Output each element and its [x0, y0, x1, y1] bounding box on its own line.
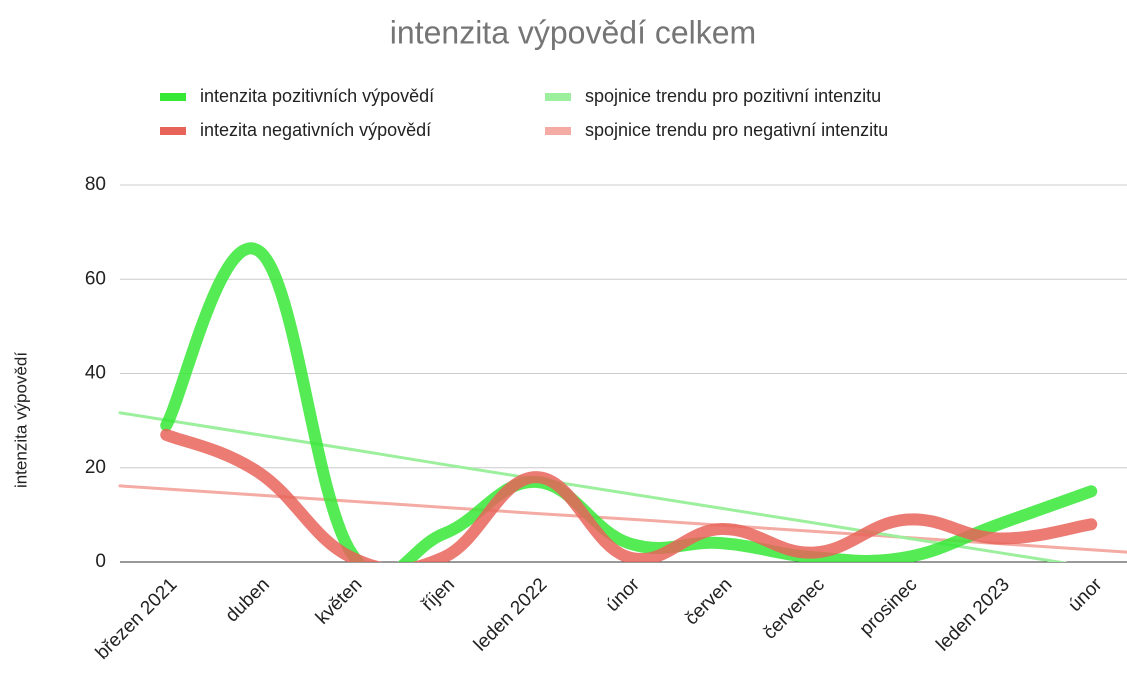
chart-title: intenzita výpovědí celkem: [390, 14, 756, 50]
y-tick-label: 60: [85, 268, 106, 289]
legend-label: spojnice trendu pro negativní intenzitu: [585, 120, 888, 140]
x-tick-label: květen: [312, 574, 366, 628]
y-tick-label: 20: [85, 457, 106, 478]
y-axis-label: intenzita výpovědí: [11, 352, 30, 488]
x-tick-label: únor: [602, 574, 644, 616]
x-tick-label: únor: [1065, 574, 1107, 616]
series-line: [160, 428, 1098, 562]
y-tick-label: 0: [95, 551, 106, 572]
legend-label: intenzita pozitivních výpovědí: [200, 86, 434, 106]
x-tick-label: leden 2022: [470, 574, 551, 655]
x-tick-label: leden 2023: [932, 574, 1013, 655]
legend-label: intezita negativních výpovědí: [200, 120, 431, 140]
legend-label: spojnice trendu pro pozitivní intenzitu: [585, 86, 881, 106]
x-tick-label: červenec: [759, 574, 828, 643]
x-tick-label: duben: [222, 574, 274, 626]
x-tick-label: říjen: [418, 574, 459, 615]
x-tick-label: prosinec: [856, 574, 922, 640]
plot-lines: [118, 242, 1127, 562]
x-tick-label: březen 2021: [92, 574, 182, 664]
trend-line: [118, 411, 1069, 562]
x-tick-label: červen: [681, 574, 736, 629]
y-tick-label: 80: [85, 174, 106, 195]
y-tick-label: 40: [85, 363, 106, 384]
